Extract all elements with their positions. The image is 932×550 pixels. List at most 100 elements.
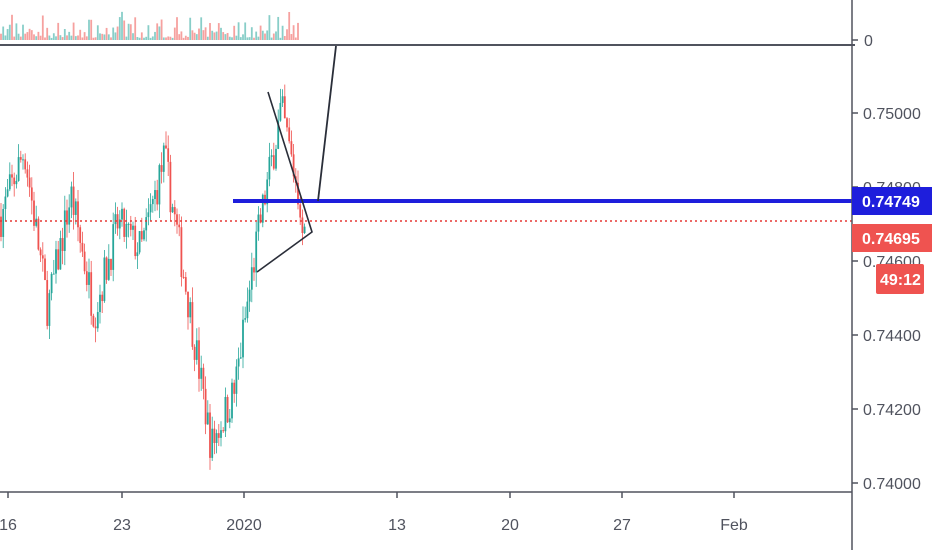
volume-bar — [239, 37, 242, 40]
price-tick-label: 0.74400 — [863, 328, 921, 345]
volume-bar — [206, 36, 209, 40]
volume-bar — [99, 33, 101, 40]
volume-bar — [123, 20, 126, 40]
volume-bar — [68, 31, 71, 40]
volume-bar — [204, 27, 207, 40]
volume-bar — [250, 27, 253, 40]
volume-bar — [129, 24, 132, 40]
candle-body — [257, 214, 260, 232]
candle-body — [149, 204, 152, 213]
time-axis[interactable]: 16 23 2020 13 20 27 Feb — [0, 492, 748, 534]
candle-body — [187, 291, 189, 318]
volume-bar — [77, 35, 79, 40]
volume-bar — [253, 37, 255, 40]
volume-bar — [248, 37, 251, 40]
time-tick-label: 16 — [0, 517, 17, 534]
volume-bar — [132, 33, 134, 40]
volume-bar — [149, 37, 152, 40]
volume-bar — [215, 31, 218, 40]
last-price-tag: 0.74695 49:12 — [852, 224, 932, 294]
volume-bar — [83, 32, 86, 40]
countdown-tag-label: 49:12 — [880, 272, 921, 289]
volume-bar — [90, 19, 93, 40]
candle-body — [220, 430, 222, 438]
volume-bar — [55, 36, 57, 40]
volume-bar — [193, 32, 196, 40]
candle-body — [288, 127, 291, 142]
candle-body — [15, 180, 18, 185]
candle-body — [246, 301, 249, 319]
volume-bar — [191, 30, 194, 40]
volume-bar — [134, 17, 137, 40]
volume-bar — [286, 29, 288, 40]
volume-bar — [121, 11, 123, 40]
candle-body — [116, 214, 119, 229]
candle-body — [92, 315, 95, 327]
candle-body — [114, 214, 117, 225]
volume-bar — [107, 34, 110, 40]
volume-bar — [228, 36, 231, 40]
time-tick-label: 27 — [613, 517, 631, 534]
candle-body — [90, 272, 93, 316]
volume-bar — [292, 25, 295, 40]
volume-bar — [187, 36, 189, 40]
price-tick-label: 0.74200 — [863, 402, 921, 419]
volume-bar — [24, 33, 27, 40]
candle-body — [121, 208, 123, 220]
candle-body — [63, 210, 66, 251]
last-price-tag-background — [852, 224, 932, 252]
price-axis[interactable]: 0 0.750000.748000.746000.744000.742000.7… — [852, 33, 921, 493]
volume-bar — [59, 35, 62, 40]
candle-body — [123, 208, 126, 237]
candle-body — [242, 319, 244, 358]
candle-body — [28, 177, 31, 188]
volume-bar — [154, 31, 156, 40]
volume-bar — [61, 37, 64, 40]
volume-bar — [167, 36, 170, 40]
candle-body — [292, 154, 295, 177]
candle-body — [140, 231, 143, 240]
trend-line-drawing[interactable] — [317, 45, 337, 202]
candle-body — [22, 159, 24, 161]
volume-bar — [92, 37, 95, 40]
volume-bar — [22, 24, 24, 40]
volume-bar — [290, 34, 293, 40]
candle-body — [125, 223, 128, 237]
candle-body — [275, 148, 277, 169]
candle-body — [39, 249, 42, 256]
volume-bar — [8, 24, 11, 40]
volume-bar — [255, 31, 258, 40]
volume-bar — [189, 17, 192, 40]
candle-body — [222, 430, 225, 432]
volume-bar — [162, 37, 165, 40]
volume-bar — [176, 17, 178, 40]
candle-body — [270, 155, 273, 157]
volume-bar — [0, 33, 2, 40]
candle-body — [96, 312, 99, 329]
volume-bar — [281, 25, 284, 40]
time-tick-label: 20 — [501, 517, 519, 534]
candle-body — [193, 346, 196, 360]
candle-body — [182, 276, 185, 278]
volume-bar — [50, 37, 53, 40]
candle-body — [74, 201, 77, 215]
price-tick-label: 0.75000 — [863, 106, 921, 123]
volume-bar — [57, 22, 60, 40]
volume-bar — [283, 36, 286, 40]
triangle-pattern-drawing[interactable] — [256, 91, 313, 273]
candle-body — [4, 196, 7, 209]
volume-bar — [46, 27, 49, 40]
volume-bar — [224, 34, 227, 40]
volume-bar — [28, 28, 31, 40]
candle-body — [200, 367, 203, 379]
candle-body — [48, 293, 51, 326]
candle-body — [41, 255, 44, 259]
volume-bar — [244, 22, 247, 40]
candle-body — [281, 96, 284, 103]
volume-bar — [270, 37, 273, 40]
candle-body — [70, 186, 73, 208]
volume-bar — [151, 36, 154, 40]
volume-bar — [2, 26, 5, 40]
